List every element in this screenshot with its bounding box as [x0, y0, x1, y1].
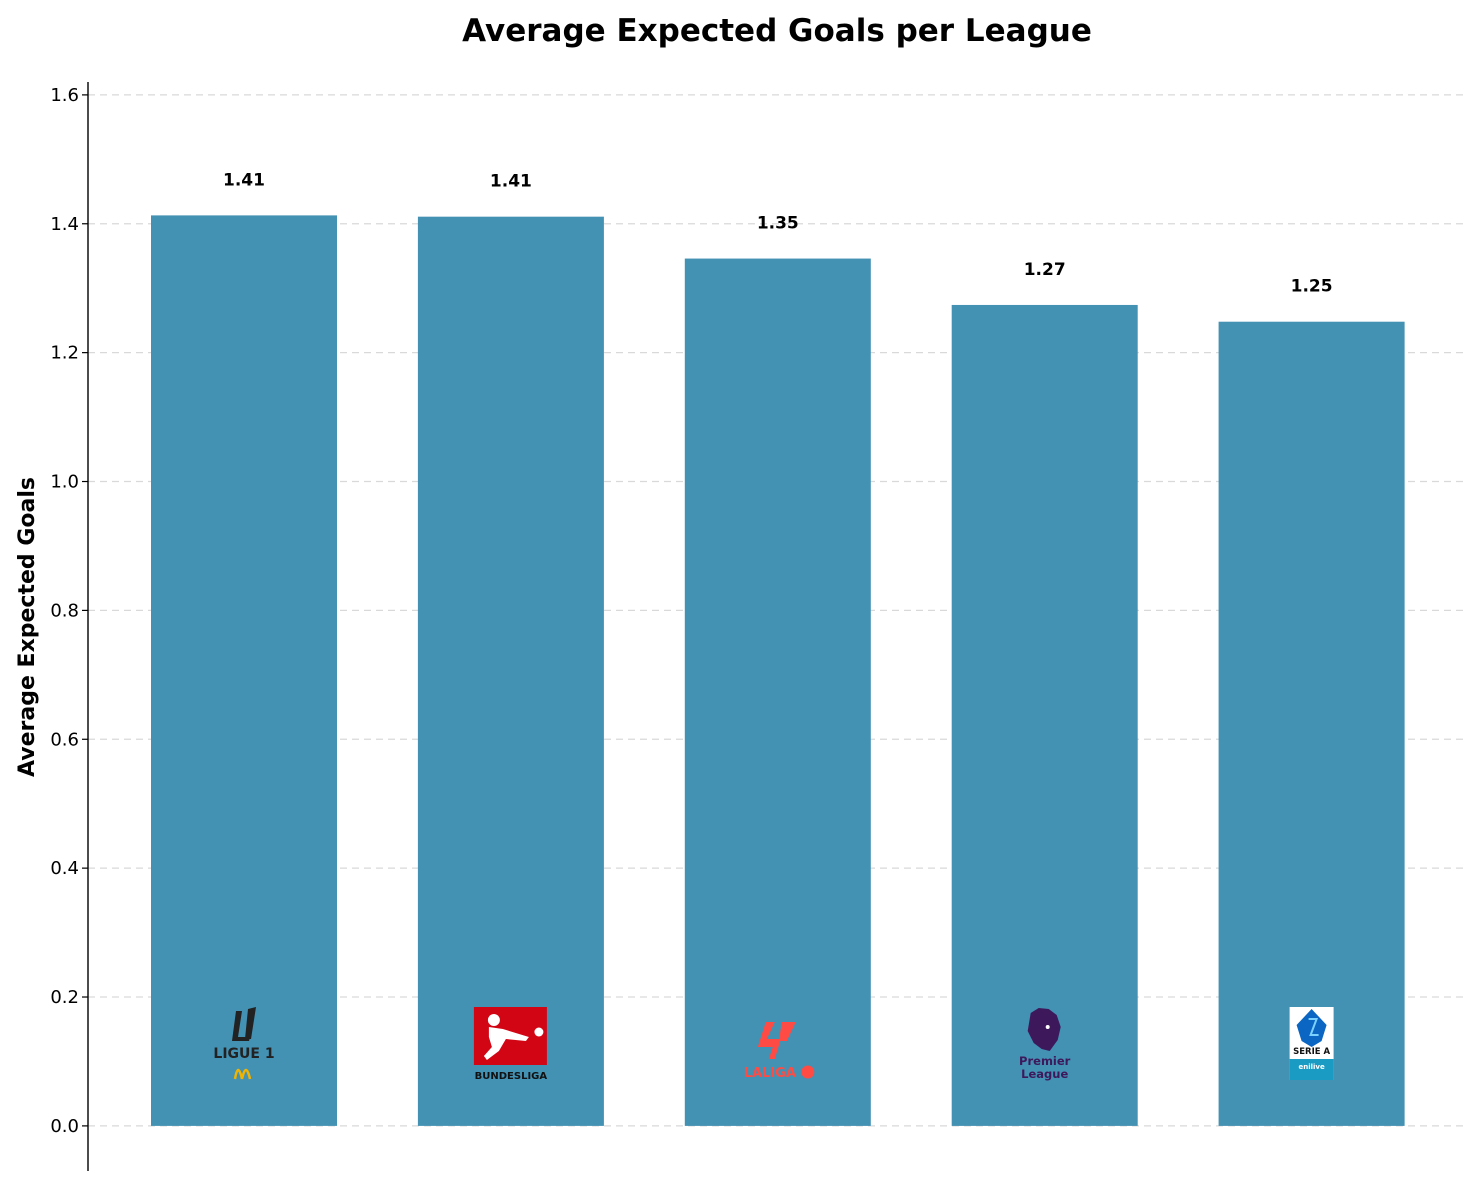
y-tick-label: 0.8	[50, 600, 79, 621]
y-tick-label: 1.4	[50, 214, 79, 235]
serie-a-text: SERIE A	[1293, 1047, 1330, 1057]
y-tick-label: 1.0	[50, 472, 79, 493]
bar-value-label: 1.41	[490, 172, 532, 192]
value-labels: 1.41 1.41 1.35 1.27 1.25	[223, 170, 1333, 296]
y-tick-label: 1.2	[50, 343, 79, 364]
y-tick-label: 0.2	[50, 987, 79, 1008]
bar-value-label: 1.41	[223, 170, 265, 190]
y-axis: 0.0 0.2 0.4 0.6 0.8 1.0 1.2 1.4 1.6	[50, 82, 89, 1171]
bundesliga-logo: BUNDESLIGA	[473, 1007, 548, 1082]
chart-title: Average Expected Goals per League	[462, 13, 1092, 49]
y-tick-label: 0.6	[50, 729, 79, 750]
y-tick-label: 1.6	[50, 85, 79, 106]
bar	[417, 216, 604, 1126]
bar	[1218, 321, 1405, 1126]
y-axis-label: Average Expected Goals	[15, 477, 40, 777]
bar-value-label: 1.27	[1024, 260, 1066, 280]
bundesliga-text: BUNDESLIGA	[475, 1071, 548, 1082]
bar	[951, 304, 1138, 1126]
ligue1-text: LIGUE 1	[213, 1046, 274, 1062]
bar	[151, 215, 337, 1126]
ligue1-logo: LIGUE 1	[213, 1007, 275, 1080]
bar-value-label: 1.35	[757, 214, 799, 234]
y-tick-label: 0.4	[50, 858, 79, 879]
bar	[684, 258, 871, 1126]
laliga-text: LALIGA	[744, 1066, 796, 1081]
bar-value-label: 1.25	[1291, 277, 1333, 297]
premier-league-text-line2: League	[1021, 1067, 1068, 1081]
bars	[151, 215, 1405, 1126]
serie-a-sponsor-text: enilive	[1298, 1063, 1324, 1071]
serie-a-logo: SERIE A enilive	[1289, 1007, 1334, 1080]
laliga-logo: LALIGA	[744, 1022, 815, 1081]
y-tick-label: 0.0	[50, 1116, 79, 1137]
premier-league-text-line1: Premier	[1019, 1054, 1071, 1068]
